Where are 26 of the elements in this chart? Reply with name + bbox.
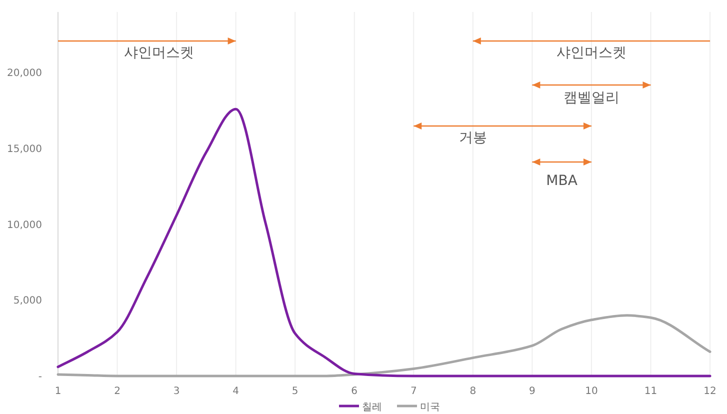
line-series — [56, 314, 712, 378]
x-tick-label: 10 — [585, 386, 598, 397]
annotation: 샤인머스켓 — [556, 45, 626, 61]
x-tick-label: 1 — [54, 386, 62, 397]
y-tick-label: 20,000 — [7, 68, 42, 80]
x-tick-label: 7 — [410, 386, 417, 397]
y-tick-label: 10,000 — [7, 220, 42, 231]
x-tick-label: 11 — [644, 386, 658, 397]
line-series — [56, 108, 712, 378]
annotation: 캠벨얼리 — [563, 90, 620, 106]
legend-label: 칠레 — [362, 402, 382, 413]
x-tick-label: 6 — [351, 386, 358, 397]
y-tick-label: - — [38, 372, 42, 382]
x-tick-label: 3 — [173, 386, 180, 397]
y-tick-label: 5,000 — [13, 296, 42, 307]
legend-label: 미국 — [420, 402, 440, 413]
annotation: 거봉 — [458, 130, 487, 146]
x-tick-label: 4 — [232, 386, 240, 397]
y-tick-label: 15,000 — [7, 144, 42, 155]
annotation: MBA — [546, 173, 578, 189]
x-tick-label: 2 — [114, 386, 120, 397]
annotation: 샤인머스켓 — [124, 45, 194, 61]
x-tick-label: 8 — [470, 386, 476, 397]
x-tick-label: 5 — [292, 386, 298, 397]
x-tick-label: 9 — [528, 386, 536, 397]
x-tick-label: 12 — [704, 386, 716, 397]
